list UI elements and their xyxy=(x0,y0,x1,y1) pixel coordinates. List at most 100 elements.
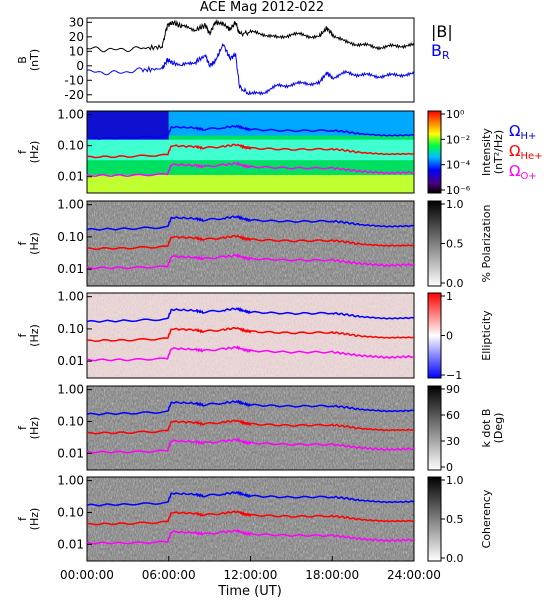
legend-br: BR xyxy=(431,41,450,62)
legend-bmag: |B| xyxy=(431,22,453,41)
legend-o-sub: O+ xyxy=(520,171,536,182)
colorbar xyxy=(427,476,442,562)
f-ytick-label: 1.00 xyxy=(57,290,84,304)
f-ytick-label: 0.10 xyxy=(57,322,84,336)
colorbar xyxy=(427,292,442,379)
colorbar-label-1: % Polarization xyxy=(480,205,493,283)
b-series-1 xyxy=(86,43,415,96)
freq-line-1 xyxy=(86,326,415,343)
colorbar xyxy=(427,110,442,194)
freq-line-1 xyxy=(86,234,415,251)
freq-line-0 xyxy=(86,124,415,140)
legend-h-main: Ω xyxy=(509,122,520,140)
f-ytick-label: 1.00 xyxy=(57,383,84,397)
freq-line-2 xyxy=(86,528,415,545)
colorbar-tick-label: 10⁰ xyxy=(446,108,465,121)
colorbar-label-1: k dot B xyxy=(480,409,493,448)
b-ylabel-1: B xyxy=(16,56,29,64)
f-ylabel-1: f xyxy=(16,240,29,245)
b-ytick-label: -10 xyxy=(64,73,84,87)
colorbar-label: Coherency xyxy=(480,489,493,548)
freq-line-1 xyxy=(86,510,415,526)
colorbar-label: Intensity (nT²/Hz) xyxy=(480,128,505,176)
x-tick-label: 24:00:00 xyxy=(387,568,441,582)
colorbar xyxy=(427,385,442,471)
f-ylabel: f (Hz) xyxy=(16,141,41,164)
spectrogram-panel-intensity: 1.00 0.10 0.01 f (Hz) 10⁰ 10⁻² 10⁻⁴ 10⁻⁶ Intensit… xyxy=(16,108,505,197)
spectrogram-panel-kdotb: 1.00 0.10 0.01 f (Hz) 90 60 30 0 k dot B (Deg) xyxy=(16,383,505,474)
freq-line-2 xyxy=(86,161,415,177)
f-ytick-label: 0.01 xyxy=(57,354,84,368)
freq-line-2 xyxy=(86,345,415,362)
legend-o: ΩO+ xyxy=(509,162,537,182)
colorbar-label-1: Coherency xyxy=(480,489,493,548)
b-legend: |B| BR xyxy=(431,22,453,62)
f-ytick-label: 1.00 xyxy=(57,474,84,488)
f-ylabel-2: (Hz) xyxy=(28,508,41,531)
freq-line-2 xyxy=(86,253,415,270)
f-ylabel: f (Hz) xyxy=(16,508,41,531)
spectrogram-band xyxy=(87,111,169,140)
b-panel-frame xyxy=(86,17,415,103)
legend-he-main: Ω xyxy=(509,142,520,160)
f-ylabel-1: f xyxy=(16,149,29,154)
f-ylabel: f (Hz) xyxy=(16,417,41,440)
legend-h: ΩH+ xyxy=(509,122,536,142)
f-ylabel-1: f xyxy=(16,332,29,337)
f-ytick-label: 0.10 xyxy=(57,139,84,153)
colorbar-tick-label: 90 xyxy=(446,383,460,396)
colorbar-tick-label: 10⁻² xyxy=(446,133,470,146)
f-ylabel-1: f xyxy=(16,516,29,521)
spectrogram-panel-coherency: 1.00 0.10 0.01 f (Hz) 1.0 0.5 0.0 Coherency xyxy=(16,474,493,565)
colorbar-tick-label: 0.5 xyxy=(446,238,464,251)
spectrogram-frame xyxy=(86,385,415,471)
f-ylabel-2: (Hz) xyxy=(28,232,41,255)
colorbar-tick-label: 0 xyxy=(446,330,453,343)
colorbar-tick-label: 0.0 xyxy=(446,277,464,290)
f-ylabel-2: (Hz) xyxy=(28,417,41,440)
f-ytick-label: 1.00 xyxy=(57,108,84,122)
x-tick-label: 12:00:00 xyxy=(224,568,278,582)
colorbar-label-1: Ellipticity xyxy=(480,310,493,361)
f-ylabel-1: f xyxy=(16,425,29,430)
legend-o-main: Ω xyxy=(509,162,520,180)
colorbar-tick-label: 0.0 xyxy=(446,552,464,565)
spectrogram-frame xyxy=(86,292,415,379)
f-ylabel: f (Hz) xyxy=(16,232,41,255)
f-ytick-label: 1.00 xyxy=(57,198,84,212)
legend-br-sub: R xyxy=(442,49,450,62)
spectrogram-frame xyxy=(86,200,415,287)
f-ylabel-2: (Hz) xyxy=(28,141,41,164)
f-ytick-label: 0.10 xyxy=(57,505,84,519)
freq-line-2 xyxy=(86,437,415,454)
freq-line-1 xyxy=(86,419,415,435)
f-ytick-label: 0.10 xyxy=(57,414,84,428)
x-tick-label: 06:00:00 xyxy=(142,568,196,582)
f-ytick-label: 0.01 xyxy=(57,170,84,184)
colorbar-tick-label: 60 xyxy=(446,409,460,422)
figure-title: ACE Mag 2012-022 xyxy=(200,0,324,15)
freq-line-1 xyxy=(86,143,415,159)
b-series-0 xyxy=(86,19,415,53)
colorbar-tick-label: 10⁻⁴ xyxy=(446,159,471,172)
f-ytick-label: 0.01 xyxy=(57,537,84,551)
colorbar-tick-label: 0 xyxy=(446,461,453,474)
legend-he: ΩHe+ xyxy=(509,142,543,162)
f-ytick-label: 0.01 xyxy=(57,446,84,460)
cyclotron-legend: ΩH+ ΩHe+ ΩO+ xyxy=(509,122,543,182)
b-ytick-label: 30 xyxy=(69,15,84,29)
colorbar-label: Ellipticity xyxy=(480,310,493,361)
b-ylabel: B (nT) xyxy=(16,49,41,71)
colorbar-label-2: (nT²/Hz) xyxy=(492,130,505,174)
colorbar-label: % Polarization xyxy=(480,205,493,283)
colorbar-tick-label: 1 xyxy=(446,290,453,303)
spectrogram-panel-polarization: 1.00 0.10 0.01 f (Hz) 1.0 0.5 0.0 % Polarization xyxy=(16,198,493,290)
f-ylabel-2: (Hz) xyxy=(28,324,41,347)
b-ytick-label: 10 xyxy=(69,44,84,58)
f-ylabel: f (Hz) xyxy=(16,324,41,347)
colorbar xyxy=(427,200,442,287)
spectrogram-band xyxy=(168,111,414,136)
spectrogram-band xyxy=(87,174,414,193)
colorbar-label: k dot B (Deg) xyxy=(480,409,505,448)
